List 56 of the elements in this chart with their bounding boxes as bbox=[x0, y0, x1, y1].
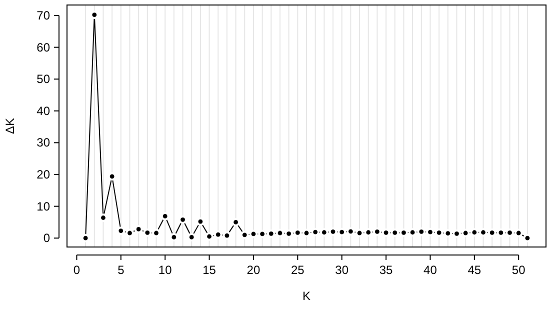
y-tick-label: 10 bbox=[36, 199, 50, 214]
x-axis-title: K bbox=[302, 289, 311, 303]
point bbox=[417, 228, 426, 236]
point bbox=[514, 228, 523, 238]
y-tick-label: 0 bbox=[43, 231, 50, 246]
y-tick-label: 70 bbox=[36, 8, 50, 22]
point bbox=[214, 230, 222, 239]
x-tick-label: 20 bbox=[246, 263, 260, 277]
point bbox=[266, 229, 276, 238]
y-axis-title: ΔK bbox=[3, 118, 17, 134]
point bbox=[408, 228, 417, 237]
point bbox=[134, 224, 143, 234]
point bbox=[444, 229, 452, 238]
point bbox=[488, 228, 496, 237]
x-tick-label: 40 bbox=[424, 263, 438, 277]
y-tick-label: 30 bbox=[36, 136, 50, 150]
point bbox=[293, 228, 302, 237]
x-tick-label: 35 bbox=[379, 263, 394, 277]
point bbox=[249, 230, 258, 238]
point bbox=[373, 228, 382, 236]
point bbox=[126, 228, 134, 238]
point bbox=[346, 227, 355, 236]
point bbox=[461, 228, 470, 238]
point bbox=[338, 228, 346, 236]
y-tick-label: 20 bbox=[36, 167, 50, 182]
x-tick-label: 45 bbox=[468, 263, 482, 277]
point bbox=[364, 228, 373, 237]
point bbox=[434, 228, 444, 237]
point bbox=[382, 228, 390, 237]
point bbox=[328, 228, 338, 236]
y-tick-label: 40 bbox=[36, 104, 50, 118]
x-tick-label: 10 bbox=[158, 263, 172, 277]
x-tick-label: 15 bbox=[202, 263, 216, 277]
point bbox=[284, 229, 294, 238]
point bbox=[470, 228, 479, 237]
point bbox=[452, 229, 461, 238]
x-tick-label: 50 bbox=[512, 263, 526, 277]
point bbox=[426, 228, 434, 236]
point bbox=[390, 228, 400, 237]
point bbox=[258, 230, 267, 238]
point bbox=[496, 228, 506, 237]
point bbox=[143, 228, 152, 237]
y-tick-label: 60 bbox=[36, 40, 50, 54]
point bbox=[400, 228, 408, 237]
point bbox=[355, 228, 364, 238]
point bbox=[320, 228, 328, 237]
x-tick-label: 30 bbox=[335, 263, 349, 277]
x-tick-label: 5 bbox=[118, 263, 125, 277]
point bbox=[506, 228, 514, 237]
point bbox=[311, 228, 320, 236]
point bbox=[276, 228, 284, 238]
x-tick-label: 25 bbox=[290, 263, 305, 277]
point bbox=[479, 228, 488, 237]
y-tick-label: 50 bbox=[36, 72, 50, 86]
x-tick-label: 0 bbox=[73, 263, 80, 277]
point bbox=[302, 228, 311, 238]
